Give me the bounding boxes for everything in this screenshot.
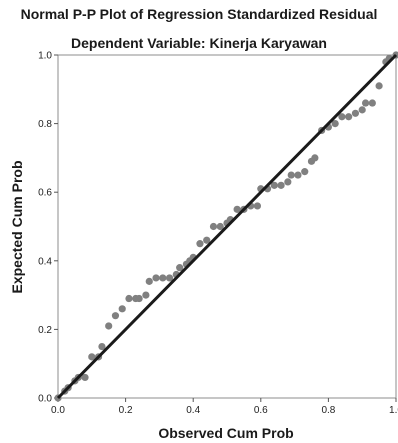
data-point bbox=[145, 277, 153, 285]
data-point bbox=[233, 205, 241, 213]
data-point bbox=[111, 312, 120, 320]
y-tick-label: 0.4 bbox=[38, 256, 52, 267]
data-point bbox=[270, 181, 278, 189]
data-point bbox=[159, 274, 167, 282]
data-point bbox=[81, 373, 89, 382]
data-point bbox=[375, 82, 383, 90]
data-point bbox=[361, 99, 370, 107]
data-point bbox=[253, 202, 262, 210]
data-point bbox=[338, 113, 346, 121]
data-point bbox=[142, 291, 150, 299]
x-axis-ticks: 0.0 0.2 0.4 0.6 0.8 1.0 bbox=[51, 398, 398, 416]
y-tick-label: 0.0 bbox=[38, 394, 52, 405]
data-point bbox=[152, 274, 160, 282]
y-tick-label: 0.6 bbox=[38, 188, 52, 199]
data-point bbox=[203, 236, 211, 244]
reference-line bbox=[56, 53, 398, 400]
y-tick-label: 1.0 bbox=[38, 51, 52, 62]
data-point bbox=[209, 222, 218, 231]
chart-title: Normal P-P Plot of Regression Standardiz… bbox=[21, 6, 378, 22]
y-axis-label: Expected Cum Prob bbox=[9, 160, 25, 293]
data-point bbox=[331, 120, 339, 128]
x-tick-label: 0.6 bbox=[254, 405, 268, 416]
data-point bbox=[345, 113, 353, 121]
data-point bbox=[351, 109, 360, 117]
data-point bbox=[284, 178, 292, 186]
plot-border bbox=[57, 54, 397, 399]
data-point bbox=[135, 294, 143, 303]
data-point bbox=[88, 353, 96, 361]
data-point bbox=[287, 171, 295, 179]
y-tick-label: 0.8 bbox=[38, 119, 52, 130]
x-tick-label: 0.8 bbox=[321, 405, 335, 416]
y-axis-ticks: 0.0 0.2 0.4 0.6 0.8 1.0 bbox=[38, 51, 58, 405]
data-point bbox=[311, 154, 319, 162]
x-tick-label: 0.4 bbox=[186, 405, 200, 416]
x-tick-label: 0.0 bbox=[51, 405, 65, 416]
data-point bbox=[105, 322, 113, 330]
data-point bbox=[301, 168, 309, 176]
data-point bbox=[125, 294, 133, 303]
data-point bbox=[216, 222, 224, 231]
data-point bbox=[277, 181, 285, 189]
x-axis-label: Observed Cum Prob bbox=[158, 425, 293, 441]
x-tick-label: 1.0 bbox=[389, 405, 398, 416]
reference-line-group bbox=[56, 53, 398, 400]
data-point bbox=[196, 240, 204, 248]
data-point bbox=[98, 342, 106, 351]
data-point bbox=[118, 305, 126, 313]
data-point bbox=[358, 106, 366, 114]
data-point bbox=[165, 274, 174, 282]
data-point bbox=[176, 264, 184, 272]
y-tick-label: 0.2 bbox=[38, 325, 52, 336]
chart-subtitle: Dependent Variable: Kinerja Karyawan bbox=[71, 35, 327, 51]
data-point bbox=[294, 171, 302, 179]
data-point bbox=[368, 99, 376, 107]
x-tick-label: 0.2 bbox=[119, 405, 133, 416]
